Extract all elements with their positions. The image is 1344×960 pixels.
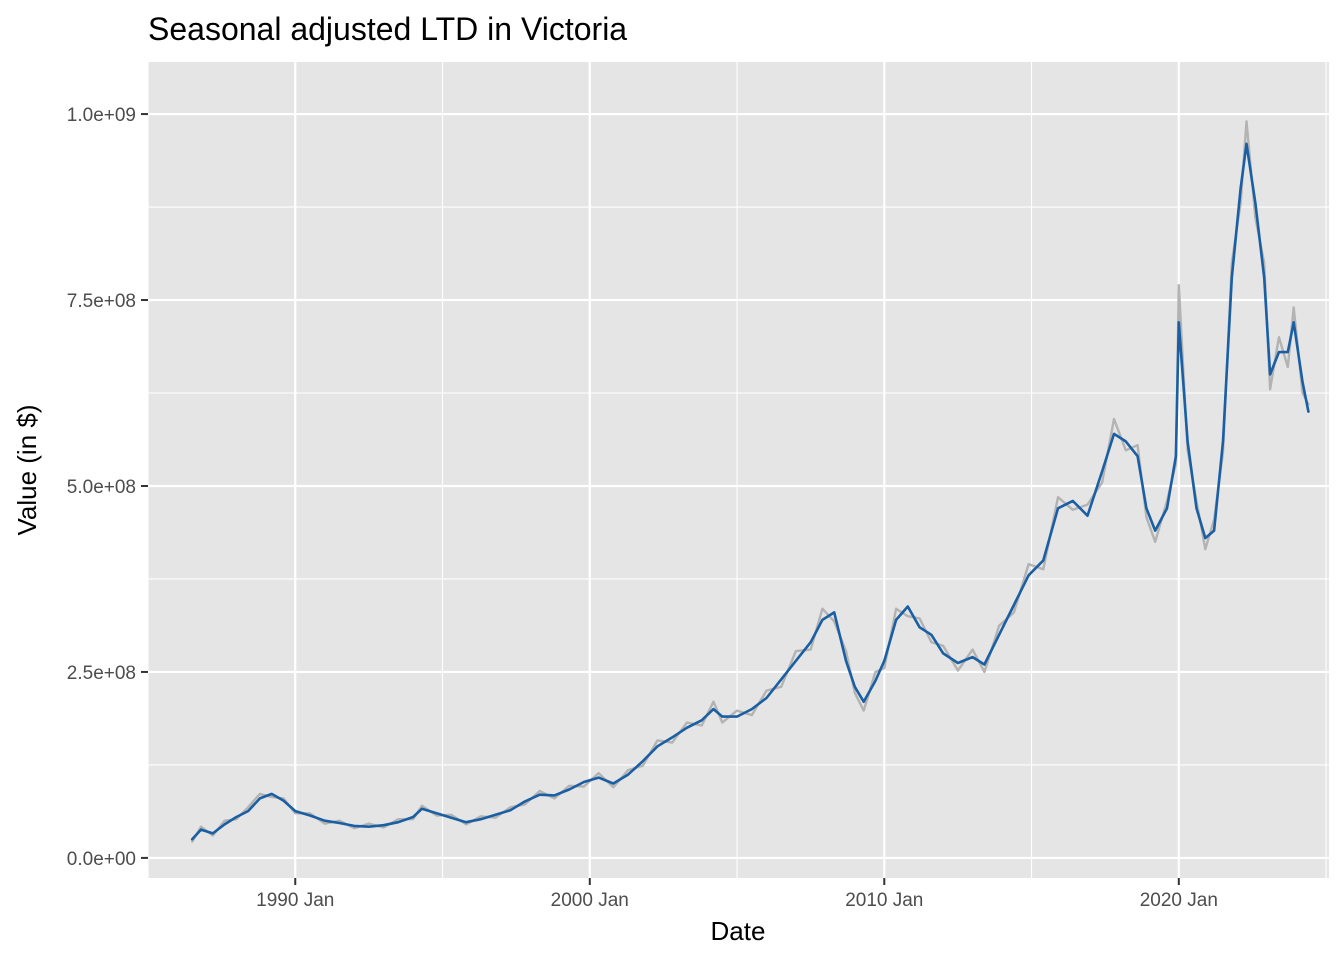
y-tick-label-3: 7.5e+08 [67, 291, 136, 312]
y-axis-title: Value (in $) [12, 404, 42, 535]
y-tick-label-0: 0.0e+00 [67, 849, 136, 870]
y-tick-label-2: 5.0e+08 [67, 477, 136, 498]
x-tick-label-2: 2010 Jan [845, 890, 923, 911]
series-line-seasonal-adjusted [190, 142, 1310, 841]
x-axis: 1990 Jan 2000 Jan 2010 Jan 2020 Jan [256, 878, 1218, 911]
y-axis: 0.0e+00 2.5e+08 5.0e+08 7.5e+08 1.0e+09 [67, 105, 148, 870]
x-tick-label-0: 1990 Jan [256, 890, 334, 911]
x-tick-label-3: 2020 Jan [1140, 890, 1218, 911]
series-layer [190, 120, 1310, 843]
x-tick-label-1: 2000 Jan [551, 890, 629, 911]
plot-panel [148, 62, 1329, 878]
major-gridlines [148, 62, 1329, 878]
minor-gridlines [147, 62, 1329, 878]
x-axis-title: Date [711, 916, 766, 946]
y-tick-label-1: 2.5e+08 [67, 663, 136, 684]
chart-title: Seasonal adjusted LTD in Victoria [148, 11, 627, 47]
y-tick-label-4: 1.0e+09 [67, 105, 136, 126]
